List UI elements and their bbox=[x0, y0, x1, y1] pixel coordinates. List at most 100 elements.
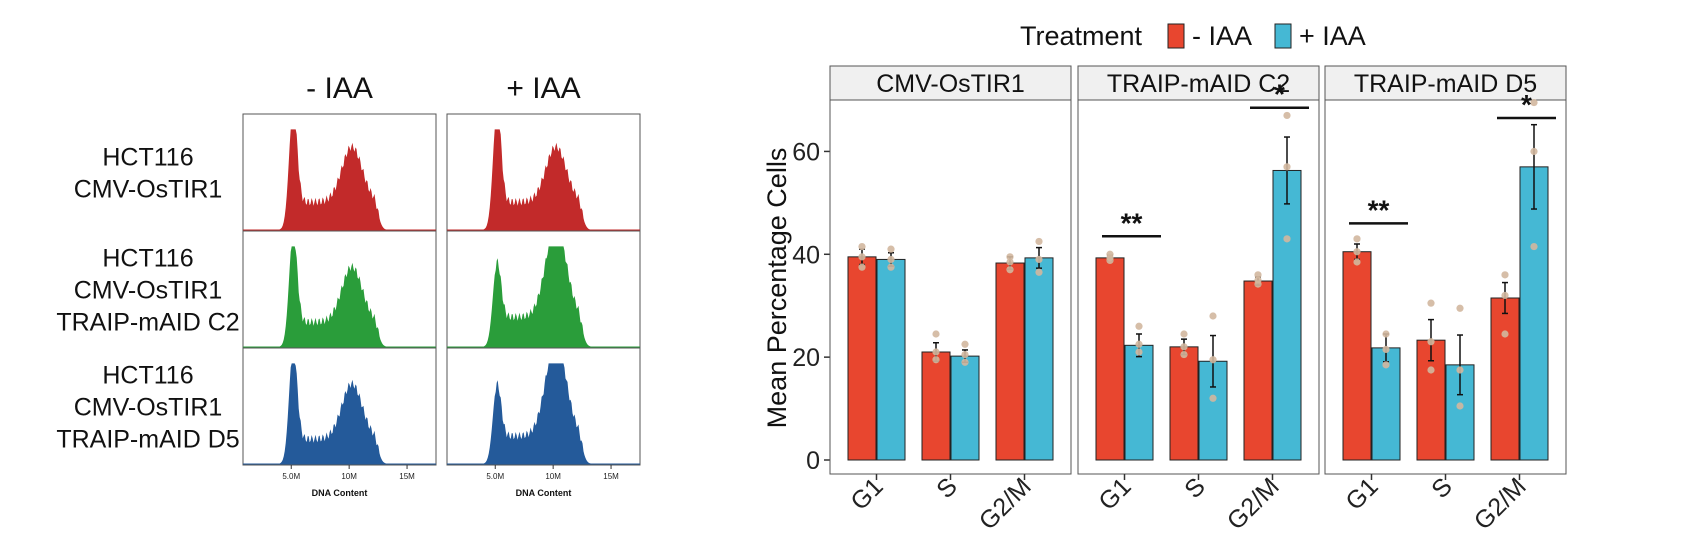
legend-swatch bbox=[1274, 23, 1292, 49]
replicate-point bbox=[1209, 394, 1217, 402]
facet-strip bbox=[1324, 65, 1567, 101]
replicate-point bbox=[1501, 330, 1509, 338]
bar bbox=[1169, 346, 1199, 461]
replicate-point bbox=[858, 263, 866, 271]
replicate-point bbox=[1209, 312, 1217, 320]
bar bbox=[876, 258, 906, 461]
histogram-row-label: TRAIP-mAID D5 bbox=[56, 426, 239, 454]
replicate-point bbox=[1353, 235, 1361, 243]
replicate-point bbox=[1254, 271, 1262, 279]
replicate-point bbox=[1530, 242, 1538, 251]
replicate-point bbox=[887, 245, 895, 253]
significance-label: * bbox=[1274, 79, 1285, 110]
replicate-point bbox=[1035, 255, 1043, 264]
replicate-point bbox=[1006, 266, 1014, 274]
facet-strip bbox=[1077, 65, 1320, 101]
replicate-point bbox=[1135, 348, 1143, 356]
legend-swatch bbox=[1167, 23, 1185, 49]
x-tick-label: G1 bbox=[845, 472, 888, 515]
replicate-point bbox=[1353, 258, 1361, 266]
histogram-column-header: + IAA bbox=[506, 72, 580, 105]
bar bbox=[1243, 280, 1273, 461]
replicate-point bbox=[1135, 340, 1143, 348]
replicate-point bbox=[1035, 268, 1043, 276]
histogram-x-tick-label: 15M bbox=[399, 472, 415, 481]
histogram-x-tick-label: 10M bbox=[545, 472, 561, 481]
bar bbox=[1024, 257, 1054, 461]
facet-strip-label: TRAIP-mAID C2 bbox=[1107, 70, 1290, 98]
y-tick-label: 40 bbox=[792, 241, 820, 269]
significance-marker: * bbox=[1497, 89, 1556, 120]
histogram-row-label: CMV-OsTIR1 bbox=[74, 394, 223, 422]
y-tick-label: 20 bbox=[792, 344, 820, 372]
replicate-point bbox=[1382, 345, 1390, 354]
replicate-point bbox=[858, 253, 866, 261]
replicate-point bbox=[1501, 291, 1509, 300]
replicate-point bbox=[1283, 111, 1291, 120]
replicate-point bbox=[1456, 366, 1464, 374]
replicate-point bbox=[1006, 253, 1014, 261]
error-bar bbox=[1457, 334, 1463, 396]
histogram-row-label: TRAIP-mAID C2 bbox=[56, 309, 239, 337]
replicate-point bbox=[1382, 330, 1390, 338]
histogram-x-axis-label: DNA Content bbox=[516, 488, 572, 498]
replicate-point bbox=[932, 330, 940, 338]
replicate-point bbox=[961, 350, 969, 359]
significance-marker: * bbox=[1250, 79, 1309, 110]
bar bbox=[1272, 169, 1302, 461]
replicate-point bbox=[1283, 235, 1291, 243]
replicate-point bbox=[1180, 350, 1188, 359]
replicate-point bbox=[961, 340, 969, 348]
replicate-point bbox=[1382, 361, 1390, 369]
bar bbox=[1342, 251, 1372, 461]
replicate-point bbox=[1006, 258, 1014, 266]
histogram-column-header: - IAA bbox=[306, 72, 373, 105]
replicate-point bbox=[932, 348, 940, 356]
replicate-point bbox=[1427, 338, 1435, 346]
y-tick-label: 60 bbox=[792, 138, 820, 166]
x-tick-label: S bbox=[1426, 472, 1458, 504]
histogram-x-tick-label: 5.0M bbox=[282, 472, 300, 481]
y-tick-label: 0 bbox=[806, 447, 820, 475]
replicate-point bbox=[1530, 147, 1538, 156]
histogram-row-label: HCT116 bbox=[102, 144, 193, 172]
replicate-point bbox=[1135, 322, 1143, 330]
replicate-point bbox=[1254, 276, 1262, 284]
histogram-column-frame bbox=[242, 113, 437, 466]
histogram-x-tick-label: 5.0M bbox=[486, 472, 504, 481]
bar bbox=[1124, 344, 1154, 461]
bar bbox=[847, 256, 877, 461]
histogram-distribution bbox=[277, 246, 398, 347]
x-tick-label: G2/M bbox=[974, 472, 1037, 534]
significance-label: ** bbox=[1121, 207, 1143, 238]
histogram-row-label: CMV-OsTIR1 bbox=[74, 176, 223, 204]
facet-strip bbox=[829, 65, 1072, 101]
bar-chart-panel: Treatment - IAA + IAA Mean Percentage Cells… bbox=[762, 21, 1567, 534]
histogram-row-label: HCT116 bbox=[102, 245, 193, 273]
histogram-distribution bbox=[481, 363, 602, 464]
legend: Treatment - IAA + IAA bbox=[1020, 21, 1366, 51]
replicate-point bbox=[1456, 304, 1464, 312]
replicate-point bbox=[1180, 343, 1188, 351]
histogram-panel: - IAA + IAA HCT116 CMV-OsTIR1 HCT116 CMV-OsTI… bbox=[56, 72, 641, 498]
replicate-point bbox=[1456, 402, 1464, 410]
histogram-row-label: HCT116 bbox=[102, 362, 193, 390]
replicate-point bbox=[887, 263, 895, 271]
replicate-point bbox=[1106, 250, 1114, 258]
x-tick-label: S bbox=[1179, 472, 1211, 504]
replicate-point bbox=[1353, 248, 1361, 256]
histogram-distribution bbox=[481, 246, 602, 347]
significance-marker: ** bbox=[1349, 194, 1408, 225]
x-tick-label: G1 bbox=[1093, 472, 1136, 515]
significance-label: ** bbox=[1368, 194, 1390, 225]
legend-entry: + IAA bbox=[1299, 21, 1366, 51]
bar bbox=[1095, 257, 1125, 461]
histogram-x-axis-label: DNA Content bbox=[312, 488, 368, 498]
replicate-point bbox=[1209, 356, 1217, 364]
replicate-point bbox=[961, 358, 969, 366]
histogram-distribution bbox=[481, 129, 602, 230]
error-bar bbox=[1531, 123, 1537, 210]
replicate-point bbox=[1501, 271, 1509, 279]
